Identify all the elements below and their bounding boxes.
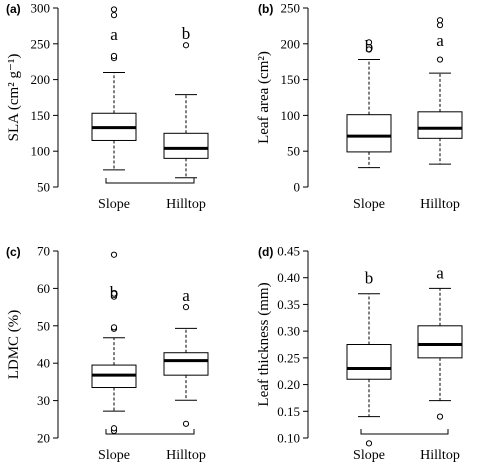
y-axis-label: SLA (cm² g⁻¹)	[6, 54, 22, 142]
y-axis-label: LDMC (%)	[6, 310, 22, 380]
y-tick-label: 20	[37, 431, 50, 446]
y-tick-label: 0.30	[277, 324, 300, 339]
box-hilltop	[417, 17, 463, 165]
panel-a: (a) 50 100 150 200 250 300 SLA (cm² g⁻¹) Slope a H…	[6, 1, 209, 212]
y-tick-label: 150	[31, 108, 51, 123]
box-hilltop	[163, 42, 209, 179]
significance-letter: a	[436, 31, 444, 50]
x-category-label: Hilltop	[166, 448, 206, 463]
y-tick-label: 50	[37, 318, 50, 333]
x-category-label: Hilltop	[420, 197, 460, 212]
comparison-bracket	[105, 178, 195, 184]
y-tick-label: 100	[281, 108, 301, 123]
y-tick-label: 30	[37, 393, 50, 408]
outlier-point	[436, 413, 444, 420]
significance-letter: b	[182, 24, 191, 43]
outlier-point	[436, 56, 444, 63]
outlier-point	[182, 42, 190, 49]
significance-letter: a	[182, 286, 190, 305]
outlier-point	[365, 440, 373, 447]
iqr-box	[163, 352, 209, 376]
box-hilltop	[417, 287, 463, 420]
y-tick-label: 200	[281, 36, 301, 51]
y-tick-label: 0.20	[277, 377, 300, 392]
outlier-point	[365, 39, 373, 46]
significance-letter: b	[365, 269, 374, 288]
panel-d: (d) 0.10 0.15 0.20 0.25 0.30 0.35 0.40 0.45 Leaf …	[256, 244, 463, 463]
y-tick-label: 250	[281, 1, 301, 16]
iqr-box	[417, 325, 463, 359]
outlier-point	[110, 425, 118, 432]
outlier-point	[110, 290, 118, 297]
outlier-point	[110, 52, 118, 60]
box-slope	[346, 39, 392, 169]
iqr-box	[346, 344, 392, 380]
outlier-point	[182, 420, 190, 427]
y-tick-label: 300	[31, 1, 51, 16]
y-tick-label: 0.40	[277, 270, 300, 285]
box-slope	[91, 6, 137, 171]
y-tick-label: 60	[37, 281, 50, 296]
panel-label: (c)	[6, 245, 21, 259]
x-category-label: Hilltop	[166, 197, 206, 212]
y-tick-label: 0.35	[277, 297, 300, 312]
y-tick-label: 0.45	[277, 244, 300, 259]
y-tick-label: 150	[281, 72, 301, 87]
outlier-point	[110, 12, 118, 19]
box-hilltop	[163, 304, 209, 427]
box-slope	[91, 251, 137, 434]
outlier-point	[110, 251, 118, 258]
outlier-point	[436, 22, 444, 29]
comparison-bracket	[105, 429, 195, 435]
panel-label: (b)	[258, 2, 273, 16]
y-tick-label: 250	[31, 36, 51, 51]
significance-letter: b	[110, 283, 119, 302]
significance-letter: b	[365, 37, 374, 56]
iqr-box	[163, 132, 209, 159]
x-category-label: Slope	[353, 448, 385, 463]
comparison-bracket	[360, 429, 449, 435]
x-category-label: Slope	[98, 197, 130, 212]
x-category-label: Slope	[353, 197, 385, 212]
outlier-point	[436, 17, 444, 24]
y-tick-label: 70	[37, 244, 50, 259]
y-tick-label: 100	[31, 144, 51, 159]
panel-label: (a)	[6, 2, 21, 16]
x-category-label: Slope	[98, 448, 130, 463]
iqr-box	[346, 114, 392, 153]
iqr-box	[417, 111, 463, 139]
y-tick-label: 0.15	[277, 404, 300, 419]
significance-letter: a	[436, 263, 444, 282]
y-tick-label: 0	[294, 180, 301, 195]
y-axis-label: Leaf thickness (mm)	[256, 282, 272, 406]
y-tick-label: 0.10	[277, 431, 300, 446]
y-tick-label: 0.25	[277, 350, 300, 365]
outlier-point	[365, 46, 373, 53]
y-tick-label: 40	[37, 356, 50, 371]
y-tick-label: 200	[31, 72, 51, 87]
y-tick-label: 50	[37, 180, 50, 195]
panel-label: (d)	[258, 245, 273, 259]
box-slope	[346, 293, 392, 447]
panel-b: (b) 0 50 100 150 200 250 Leaf area (cm²) Slope b H…	[256, 1, 463, 212]
y-axis-label: Leaf area (cm²)	[256, 51, 272, 144]
outlier-point	[110, 324, 118, 331]
significance-letter: a	[110, 25, 118, 44]
panel-c: (c) 20 30 40 50 60 70 LDMC (%) Slope b Hilltop a	[6, 244, 209, 463]
x-category-label: Hilltop	[420, 448, 460, 463]
y-tick-label: 50	[287, 144, 300, 159]
outlier-point	[182, 304, 190, 311]
outlier-point	[110, 6, 118, 13]
